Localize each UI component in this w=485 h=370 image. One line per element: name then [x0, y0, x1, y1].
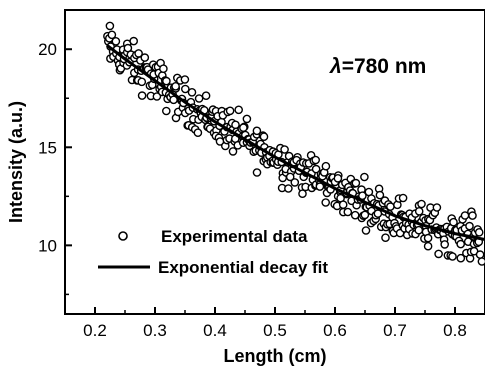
y-axis-title: Intensity (a.u.): [6, 101, 26, 223]
fit-layer: [106, 44, 485, 241]
x-tick-label: 0.2: [83, 321, 107, 340]
fit-line: [106, 44, 485, 241]
data-point: [333, 173, 343, 183]
x-tick-label: 0.8: [443, 321, 467, 340]
y-tick-label: 10: [38, 236, 57, 255]
x-tick-label: 0.3: [143, 321, 167, 340]
tick-layer: 0.2 0.3 0.4 0.5 0.6 0.7 0.8 10 15 20: [38, 40, 485, 340]
data-point: [252, 126, 262, 136]
x-axis-title: Length (cm): [224, 346, 327, 366]
data-point: [280, 145, 289, 154]
y-tick-label: 15: [38, 138, 57, 157]
data-point: [338, 200, 348, 209]
data-point: [107, 30, 117, 40]
data-point: [105, 21, 115, 31]
data-point: [161, 106, 171, 116]
lambda-symbol: λ: [329, 55, 342, 78]
x-tick-label: 0.7: [383, 321, 407, 340]
data-point: [432, 203, 442, 212]
data-point: [180, 84, 190, 94]
data-point: [290, 178, 300, 187]
data-point: [285, 172, 295, 182]
data-point: [171, 82, 180, 91]
y-tick-label: 20: [38, 40, 57, 59]
legend: Experimental data Exponential decay fit: [98, 227, 328, 277]
x-tick-label: 0.4: [203, 321, 227, 340]
data-point: [448, 252, 457, 261]
x-tick-label: 0.5: [263, 321, 287, 340]
data-point: [358, 191, 367, 200]
data-point: [375, 190, 385, 200]
data-point: [228, 147, 238, 156]
data-point: [417, 199, 426, 209]
data-point: [225, 106, 235, 116]
data-point: [180, 75, 190, 84]
data-point: [162, 76, 171, 86]
data-point: [242, 114, 252, 124]
data-point: [398, 193, 408, 203]
data-point: [152, 92, 162, 101]
data-point: [234, 105, 243, 115]
wavelength-value: =780 nm: [342, 55, 427, 78]
data-point: [351, 178, 361, 188]
data-point: [187, 88, 197, 97]
data-point: [259, 132, 269, 141]
data-point: [456, 239, 466, 249]
data-point: [477, 257, 485, 266]
data-point: [381, 233, 390, 242]
data-point: [321, 198, 331, 207]
data-point: [284, 184, 293, 193]
data-point: [440, 240, 450, 249]
data-point: [140, 53, 150, 62]
data-point: [239, 123, 248, 132]
data-point: [423, 233, 433, 243]
data-point: [201, 91, 211, 100]
data-point: [468, 211, 477, 220]
data-point: [343, 207, 353, 217]
data-point: [159, 64, 168, 73]
data-point: [193, 128, 203, 137]
data-point: [360, 172, 369, 182]
data-point: [360, 210, 370, 220]
data-point: [361, 226, 371, 235]
data-point: [298, 189, 307, 198]
data-point: [252, 168, 262, 177]
data-point: [434, 249, 443, 259]
x-tick-label: 0.6: [323, 321, 347, 340]
data-point: [456, 253, 466, 263]
data-point: [386, 202, 395, 211]
data-point: [423, 241, 433, 251]
data-point: [311, 155, 321, 165]
legend-marker-experimental: [118, 231, 128, 241]
legend-label-fit: Exponential decay fit: [158, 258, 328, 277]
data-point: [194, 94, 204, 103]
data-point: [414, 206, 424, 216]
data-point: [321, 161, 331, 171]
data-point: [373, 209, 383, 218]
legend-label-experimental: Experimental data: [161, 227, 308, 246]
data-point: [311, 164, 321, 174]
data-point: [137, 91, 147, 100]
data-point: [465, 221, 474, 231]
data-point: [137, 77, 147, 87]
data-point: [474, 227, 484, 237]
data-point: [449, 217, 458, 227]
data-point: [111, 37, 121, 46]
data-point: [414, 225, 424, 235]
data-point: [475, 250, 485, 259]
data-point: [315, 182, 325, 191]
data-point: [129, 36, 138, 46]
wavelength-annotation: λ=780 nm: [329, 55, 426, 78]
